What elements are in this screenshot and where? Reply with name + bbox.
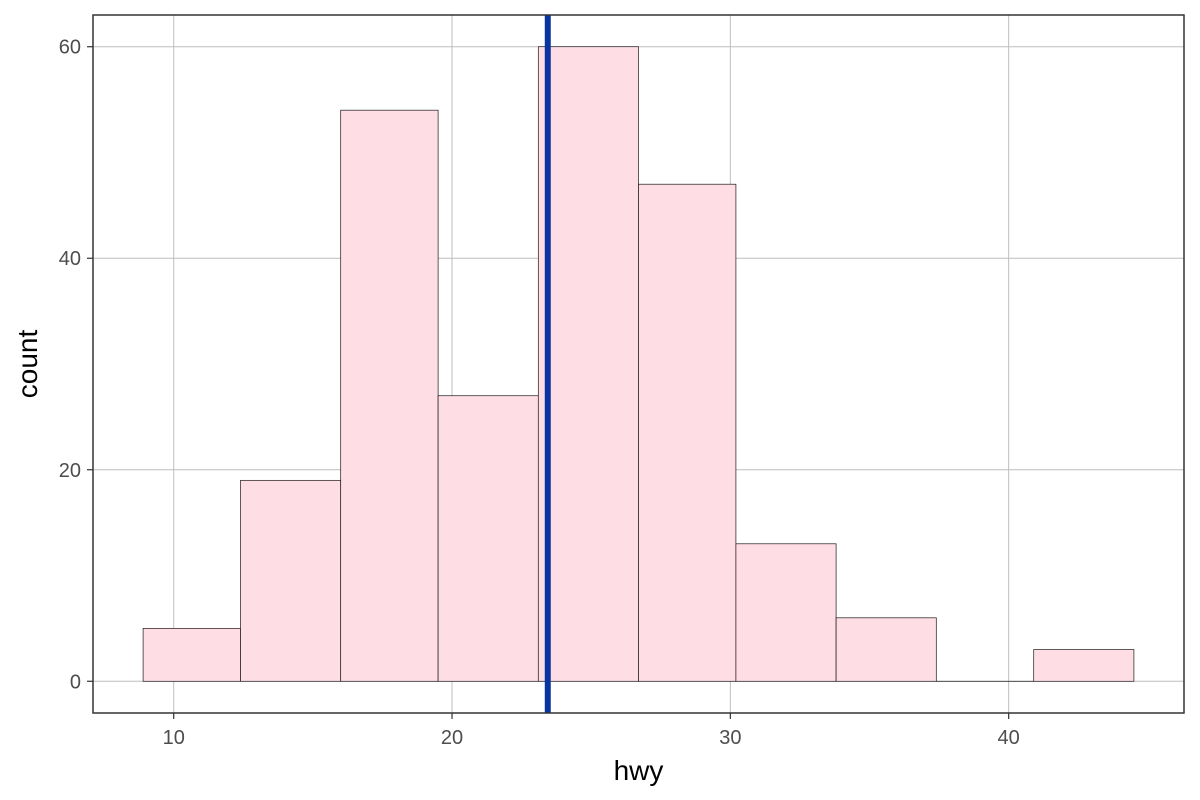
x-tick-label: 40 xyxy=(998,727,1020,749)
histogram-bar-3 xyxy=(340,109,439,682)
panel-border xyxy=(92,14,1185,714)
histogram-bar-7 xyxy=(735,543,837,682)
y-tick-label: 20 xyxy=(59,460,81,482)
histogram-bar-4 xyxy=(437,395,539,682)
y-tick-label: 60 xyxy=(59,37,81,59)
x-axis-title: hwy xyxy=(614,755,664,786)
histogram-bar-6 xyxy=(638,183,737,682)
histogram-bars xyxy=(142,46,1135,682)
y-tick-label: 40 xyxy=(59,248,81,270)
y-tick-label: 0 xyxy=(70,671,81,693)
axis-ticks: 10 20 30 40 0 20 40 60 xyxy=(59,37,1020,749)
x-tick-label: 10 xyxy=(163,727,185,749)
histogram-bar-5 xyxy=(537,46,639,682)
histogram-bar-2 xyxy=(240,479,342,682)
y-axis-title: count xyxy=(12,330,43,399)
x-tick-label: 20 xyxy=(441,727,463,749)
histogram-bar-1 xyxy=(142,628,241,682)
x-tick-label: 30 xyxy=(719,727,741,749)
histogram-bar-8 xyxy=(835,617,937,682)
histogram-bar-10 xyxy=(1033,649,1135,682)
